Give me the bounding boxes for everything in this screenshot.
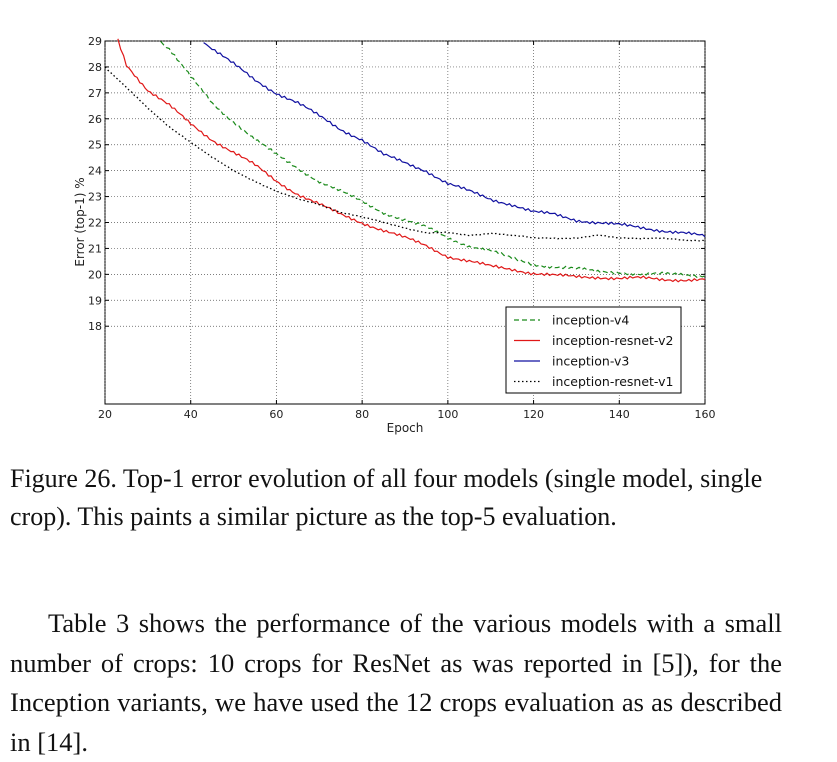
series-layer — [104, 38, 706, 283]
grid-lines — [104, 40, 706, 404]
y-tick-label: 20 — [88, 268, 102, 281]
x-tick-label: 60 — [269, 408, 283, 421]
y-tick-label: 27 — [88, 87, 102, 100]
series-line-inception-v4 — [160, 41, 706, 279]
x-tick-label: 100 — [437, 408, 458, 421]
y-axis-label: Error (top-1) % — [73, 177, 87, 266]
error-chart: 20 40 60 80 100 120 140 160 1819202122232425262… — [73, 35, 716, 435]
x-tick-label: 80 — [355, 408, 369, 421]
body-paragraph-text: Table 3 shows the performance of the var… — [10, 608, 782, 757]
x-tick-label: 160 — [695, 408, 716, 421]
x-tick-label: 40 — [184, 408, 198, 421]
x-tick-label: 120 — [523, 408, 544, 421]
legend-label-inception-v3: inception-v3 — [552, 354, 629, 369]
y-tick-label: 25 — [88, 139, 102, 152]
y-tick-label: 21 — [88, 242, 102, 255]
y-tick-label: 23 — [88, 191, 102, 204]
y-axis-ticks: 18 19 20 21 22 23 24 25 26 27 28 29 — [88, 35, 705, 333]
y-tick-label: 18 — [88, 320, 102, 333]
y-tick-label: 26 — [88, 113, 102, 126]
x-tick-label: 140 — [609, 408, 630, 421]
legend-label-inception-v4: inception-v4 — [552, 313, 629, 328]
y-tick-label: 24 — [88, 165, 102, 178]
y-tick-label: 28 — [88, 61, 102, 74]
legend-label-inception-resnet-v1: inception-resnet-v1 — [552, 374, 673, 389]
series-line-inception-resnet-v1 — [104, 66, 706, 242]
y-tick-label: 19 — [88, 294, 102, 307]
body-paragraph: Table 3 shows the performance of the var… — [10, 604, 782, 762]
figure-26: 20 40 60 80 100 120 140 160 18 19 20 21 22 23 24 25 26 2… — [73, 35, 716, 435]
y-tick-label: 22 — [88, 217, 102, 230]
x-axis-label: Epoch — [387, 421, 424, 435]
x-tick-label: 20 — [98, 408, 112, 421]
legend-label-inception-resnet-v2: inception-resnet-v2 — [552, 333, 673, 348]
legend: inception-v4 inception-resnet-v2 inception… — [505, 306, 682, 394]
legend-box — [505, 306, 682, 394]
figure-caption: Figure 26. Top-1 error evolution of all … — [10, 464, 763, 531]
series-line-inception-resnet-v2 — [117, 38, 706, 283]
y-tick-label: 29 — [88, 35, 102, 48]
series-line-inception-v3 — [203, 42, 706, 238]
x-axis-ticks: 20 40 60 80 100 120 140 160 — [98, 41, 716, 421]
